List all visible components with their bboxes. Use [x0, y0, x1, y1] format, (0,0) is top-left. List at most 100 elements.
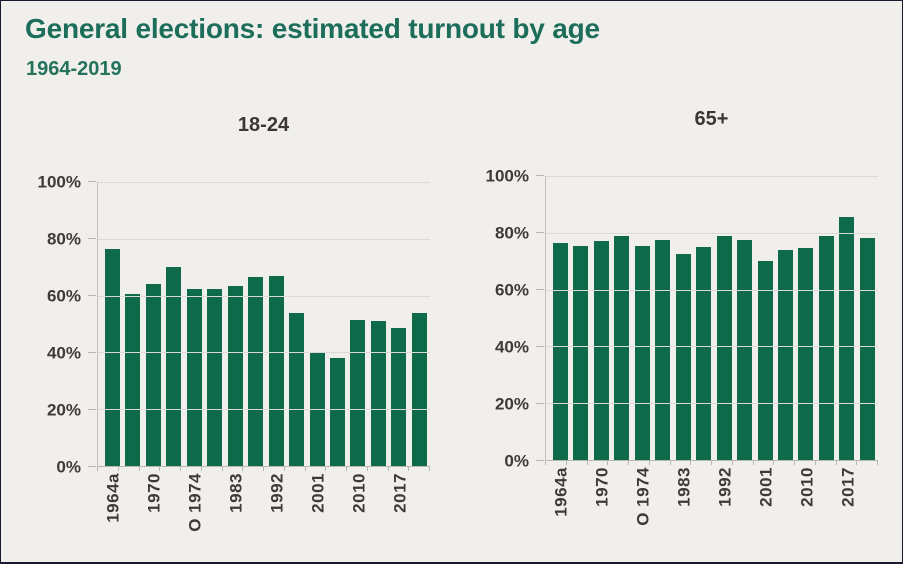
x-axis-label-slot	[249, 467, 264, 555]
chart-18-24: 18-24 0% 20% 40% 60% 80% 100% 1964a 1970 O 1974…	[9, 99, 449, 555]
y-axis-tick-label: 100%	[485, 166, 529, 186]
y-axis-tick-label: 100%	[37, 172, 81, 192]
bar	[675, 254, 691, 460]
x-axis-label-slot: 1992	[715, 461, 735, 549]
x-axis-label-slot: 1964a	[551, 461, 570, 549]
x-axis-tick	[117, 466, 119, 471]
y-axis-tick-label: 60%	[494, 280, 529, 300]
y-axis-tick	[536, 460, 544, 461]
x-axis-label-slot	[126, 467, 141, 555]
x-axis-tick-label: 2001	[756, 467, 776, 507]
x-axis-label-slot: O 1974	[185, 467, 205, 555]
gridline	[98, 295, 430, 297]
bar	[207, 288, 223, 466]
bar	[757, 261, 773, 460]
bar	[634, 245, 650, 460]
bar	[777, 249, 793, 460]
x-axis-label-slot	[656, 461, 671, 549]
x-axis-tick	[856, 460, 858, 465]
x-axis-tick-label: 1983	[674, 467, 694, 507]
y-axis: 0% 20% 40% 60% 80% 100%	[457, 168, 545, 470]
y-axis-tick-label: 20%	[46, 400, 81, 420]
x-axis-tick	[752, 460, 754, 465]
x-axis-tick	[545, 460, 546, 465]
gridline	[98, 182, 430, 183]
plot-area	[97, 182, 430, 471]
chart-title-65plus: 65+	[694, 108, 729, 130]
x-axis-tick-label: 2017	[390, 473, 410, 513]
chart-title-18-24: 18-24	[237, 114, 290, 136]
x-axis-tick	[773, 460, 775, 465]
gridline	[98, 238, 430, 240]
x-axis-tick	[221, 466, 223, 471]
x-axis-tick	[346, 466, 347, 471]
plot-area	[545, 176, 878, 465]
bar	[737, 239, 753, 460]
x-axis-label-slot: 2010	[797, 461, 816, 549]
x-axis-label-slot	[331, 467, 346, 555]
x-axis-tick	[690, 460, 692, 465]
x-axis-tick	[283, 466, 285, 471]
x-axis-tick-label: 2001	[308, 473, 328, 513]
y-axis-tick	[536, 346, 544, 347]
x-axis-tick-label: 1970	[592, 467, 612, 507]
bar	[186, 288, 202, 466]
bar	[716, 235, 732, 460]
gridline	[98, 409, 430, 411]
x-axis-label-slot	[820, 461, 835, 549]
x-axis-label-slot: 2017	[390, 467, 410, 555]
x-axis-tick	[242, 466, 244, 471]
x-axis-label-slot: 2017	[838, 461, 858, 549]
y-axis-tick	[88, 238, 96, 239]
bar	[125, 294, 141, 466]
x-axis-tick	[607, 460, 609, 465]
y-axis-tick-label: 40%	[46, 343, 81, 363]
y-axis-tick-label: 40%	[494, 337, 529, 357]
gridline	[98, 352, 430, 354]
x-axis-label-slot: 2010	[349, 467, 368, 555]
bar	[329, 358, 345, 466]
x-axis-tick-label: 2017	[838, 467, 858, 507]
bar	[227, 285, 243, 466]
x-axis-tick-label: O 1974	[185, 473, 205, 532]
x-axis-label-slot: O 1974	[633, 461, 653, 549]
x-axis-label-slot: 1970	[144, 467, 164, 555]
y-axis-tick-label: 0%	[504, 451, 529, 471]
bar	[391, 328, 407, 466]
x-axis-tick	[835, 460, 837, 465]
x-axis-label-slot	[779, 461, 794, 549]
y-axis-tick-label: 0%	[56, 457, 81, 477]
x-axis-tick	[200, 466, 202, 471]
bar	[248, 277, 264, 466]
bar	[350, 319, 366, 466]
y-axis-tick	[536, 175, 544, 176]
y-axis-tick	[536, 403, 544, 404]
x-axis-tick	[325, 466, 327, 471]
x-axis-tick	[159, 466, 161, 471]
x-axis-tick	[628, 460, 629, 465]
x-axis-tick-label: 1983	[226, 473, 246, 513]
x-axis-tick-label: 1964a	[103, 473, 122, 523]
x-axis-tick	[814, 460, 816, 465]
x-axis-tick-label: 1970	[144, 473, 164, 513]
x-axis-tick-label: 1992	[715, 467, 735, 507]
x-axis-label-slot	[615, 461, 630, 549]
bar	[145, 284, 161, 466]
x-axis-label-slot	[697, 461, 712, 549]
y-axis-tick	[536, 289, 544, 290]
bar	[839, 217, 855, 460]
x-axis-label-slot: 1983	[674, 461, 694, 549]
x-axis-tick-label: O 1974	[633, 467, 653, 526]
bar	[696, 247, 712, 460]
x-axis-label-slot: 2001	[308, 467, 328, 555]
y-axis-tick-label: 20%	[494, 394, 529, 414]
x-axis-label-slot	[208, 467, 223, 555]
x-axis-label-slot	[167, 467, 182, 555]
x-axis-label-slot	[413, 467, 428, 555]
x-axis-tick	[565, 460, 567, 465]
bar-series	[98, 182, 430, 466]
bar	[370, 321, 386, 466]
bar	[655, 239, 671, 460]
y-axis-tick	[88, 181, 96, 182]
bar	[411, 312, 427, 466]
